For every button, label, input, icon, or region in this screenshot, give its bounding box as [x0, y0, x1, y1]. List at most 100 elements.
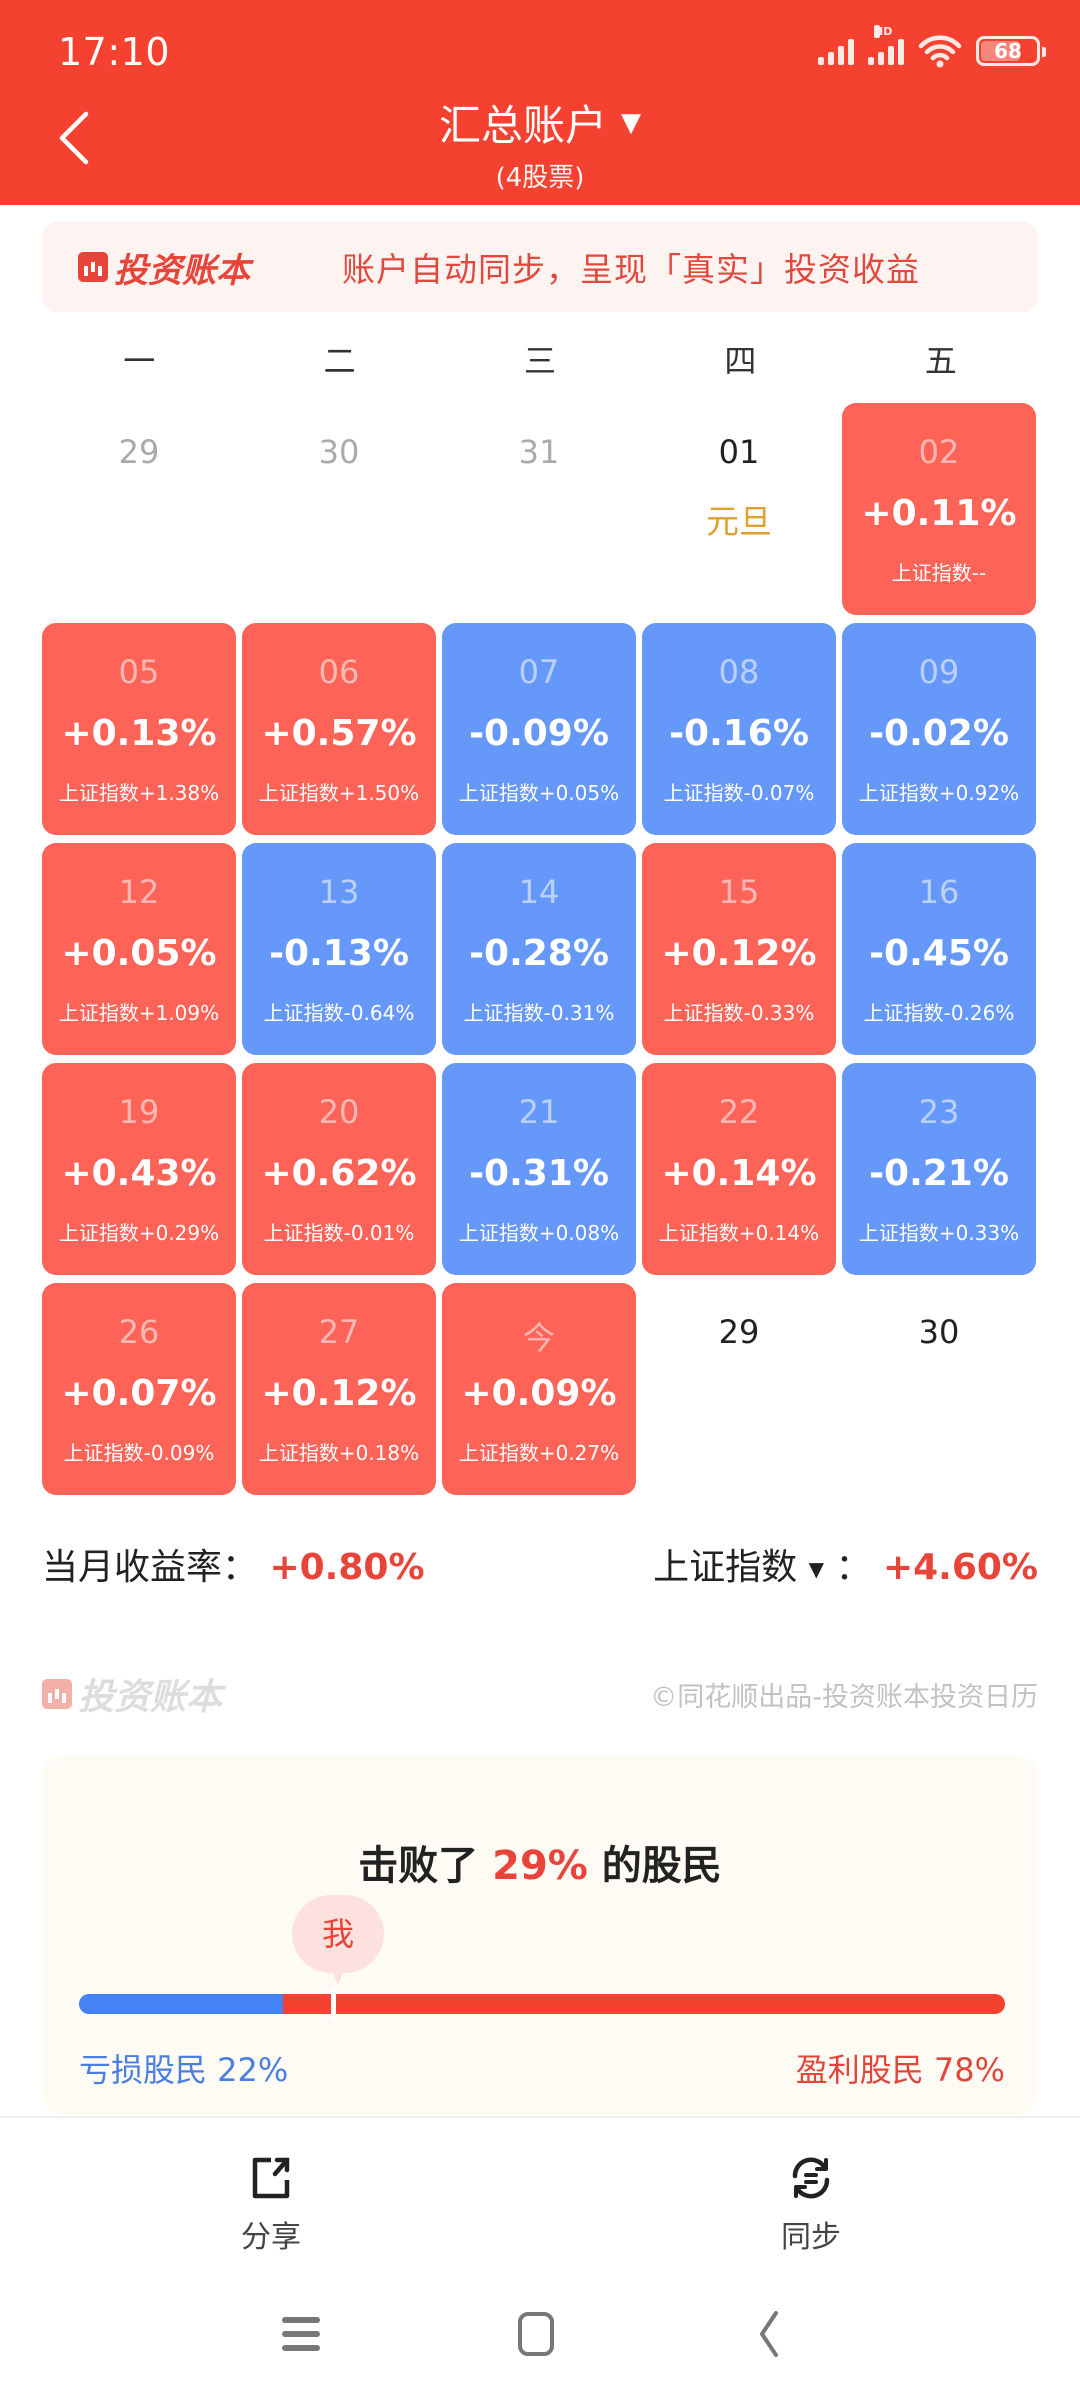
- calendar-day-cell[interactable]: 20 +0.62% 上证指数-0.01%: [242, 1063, 436, 1275]
- signal-hd-icon: HD: [868, 25, 904, 65]
- calendar-day-cell[interactable]: 12 +0.05% 上证指数+1.09%: [42, 843, 236, 1055]
- daily-return: -0.31%: [469, 1153, 609, 1194]
- index-selector-label: 上证指数: [653, 1547, 798, 1588]
- monthly-return-value: +0.80%: [269, 1547, 425, 1588]
- day-number: 30: [918, 1313, 960, 1351]
- calendar-day-cell: 31: [442, 403, 636, 615]
- daily-return: +0.09%: [461, 1373, 617, 1414]
- index-colon: ：: [835, 1547, 872, 1588]
- day-number: 20: [318, 1093, 360, 1131]
- day-number: 06: [318, 653, 360, 691]
- daily-return: +0.11%: [861, 493, 1017, 534]
- share-button[interactable]: 分享: [211, 2154, 331, 2256]
- calendar-day-cell[interactable]: 27 +0.12% 上证指数+0.18%: [242, 1283, 436, 1495]
- day-number: 31: [518, 433, 560, 471]
- calendar-day-cell[interactable]: 15 +0.12% 上证指数-0.33%: [642, 843, 836, 1055]
- calendar-day-cell[interactable]: 16 -0.45% 上证指数-0.26%: [842, 843, 1036, 1055]
- day-number: 09: [918, 653, 960, 691]
- day-number: 19: [118, 1093, 160, 1131]
- day-number: 21: [518, 1093, 560, 1131]
- index-change: 上证指数+1.38%: [58, 781, 220, 805]
- index-return: 上证指数 ▼ ： +4.60%: [653, 1538, 1038, 1590]
- calendar-day-cell[interactable]: 23 -0.21% 上证指数+0.33%: [842, 1063, 1036, 1275]
- daily-return: +0.57%: [261, 713, 417, 754]
- promo-banner[interactable]: 投资账本 账户自动同步，呈现「真实」投资收益: [42, 222, 1038, 312]
- calendar-day-cell[interactable]: 19 +0.43% 上证指数+0.29%: [42, 1063, 236, 1275]
- chevron-left-icon: [59, 111, 89, 165]
- day-number: 22: [718, 1093, 760, 1131]
- calendar-day-cell[interactable]: 今 +0.09% 上证指数+0.27%: [442, 1283, 636, 1495]
- calendar-day-cell[interactable]: 06 +0.57% 上证指数+1.50%: [242, 623, 436, 835]
- calendar-day-cell[interactable]: 05 +0.13% 上证指数+1.38%: [42, 623, 236, 835]
- daily-return: +0.12%: [261, 1373, 417, 1414]
- profit-calendar: 29 30 31 01 元旦 02 +0.11% 上证指数-- 05 +0.13% 上证指数+1.3…: [42, 403, 1038, 1495]
- calendar-day-cell[interactable]: 21 -0.31% 上证指数+0.08%: [442, 1063, 636, 1275]
- back-button[interactable]: [52, 108, 96, 168]
- back-triangle-icon: [760, 2311, 778, 2357]
- month-summary: 当月收益率： +0.80% 上证指数 ▼ ： +4.60%: [42, 1538, 1038, 1590]
- signal-icon: [818, 37, 854, 65]
- system-back-button[interactable]: [740, 2309, 800, 2359]
- calendar-day-cell[interactable]: 02 +0.11% 上证指数--: [842, 403, 1036, 615]
- calendar-day-cell[interactable]: 07 -0.09% 上证指数+0.05%: [442, 623, 636, 835]
- ledger-logo-icon: [78, 252, 108, 282]
- calendar-day-cell[interactable]: 13 -0.13% 上证指数-0.64%: [242, 843, 436, 1055]
- home-button[interactable]: [506, 2309, 566, 2359]
- index-change: 上证指数-0.33%: [663, 1001, 815, 1025]
- calendar-day-cell[interactable]: 08 -0.16% 上证指数-0.07%: [642, 623, 836, 835]
- daily-return: +0.07%: [61, 1373, 217, 1414]
- index-change: 上证指数+0.18%: [258, 1441, 420, 1465]
- calendar-day-cell[interactable]: 26 +0.07% 上证指数-0.09%: [42, 1283, 236, 1495]
- brand-logo: 投资账本: [78, 243, 250, 292]
- daily-return: -0.28%: [469, 933, 609, 974]
- account-selector[interactable]: 汇总账户 ▼: [439, 92, 641, 153]
- calendar-day-cell[interactable]: 22 +0.14% 上证指数+0.14%: [642, 1063, 836, 1275]
- weekday-label: 五: [924, 342, 957, 380]
- day-number: 26: [118, 1313, 160, 1351]
- day-number: 01: [718, 433, 760, 471]
- index-change: 上证指数+1.50%: [258, 781, 420, 805]
- daily-return: +0.43%: [61, 1153, 217, 1194]
- system-nav-bar: [0, 2271, 1080, 2400]
- share-icon: [252, 2157, 290, 2199]
- ranking-prefix: 击败了: [358, 1843, 493, 1889]
- index-change: 上证指数+0.92%: [858, 781, 1020, 805]
- calendar-day-cell: 30: [242, 403, 436, 615]
- index-selector[interactable]: 上证指数 ▼: [653, 1547, 835, 1588]
- index-change: 上证指数+0.08%: [458, 1221, 620, 1245]
- index-change: 上证指数-0.64%: [263, 1001, 415, 1025]
- daily-return: -0.09%: [469, 713, 609, 754]
- holiday-label: 元旦: [706, 502, 772, 541]
- calendar-day-cell[interactable]: 14 -0.28% 上证指数-0.31%: [442, 843, 636, 1055]
- index-change: 上证指数-0.09%: [63, 1441, 215, 1465]
- monthly-return-label: 当月收益率：: [42, 1547, 259, 1588]
- index-change: 上证指数+0.14%: [658, 1221, 820, 1245]
- recent-apps-button[interactable]: [272, 2309, 332, 2359]
- caret-down-icon: ▼: [621, 107, 641, 138]
- bottom-action-bar: 分享 同步: [0, 2116, 1080, 2271]
- home-square-icon: [518, 2312, 554, 2356]
- footer-brand-name: 投资账本: [78, 1677, 223, 1718]
- brand-footer: 投资账本 ©同花顺出品-投资账本投资日历: [42, 1668, 1038, 1720]
- daily-return: -0.02%: [869, 713, 1009, 754]
- sync-label: 同步: [781, 2220, 841, 2255]
- calendar-day-cell: 29: [642, 1283, 836, 1495]
- index-change: 上证指数+0.33%: [858, 1221, 1020, 1245]
- ranking-percent: 29%: [492, 1843, 588, 1889]
- index-change: 上证指数+1.09%: [58, 1001, 220, 1025]
- calendar-day-cell[interactable]: 09 -0.02% 上证指数+0.92%: [842, 623, 1036, 835]
- ranking-title: 击败了 29% 的股民: [42, 1833, 1038, 1891]
- day-number: 23: [918, 1093, 960, 1131]
- loss-segment: [79, 1994, 283, 2014]
- index-return-value: +4.60%: [882, 1547, 1038, 1588]
- wifi-icon: [918, 35, 962, 68]
- page-subtitle: (4股票): [495, 163, 585, 193]
- sync-button[interactable]: 同步: [751, 2154, 871, 2256]
- daily-return: +0.12%: [661, 933, 817, 974]
- weekday-label: 一: [123, 342, 156, 380]
- weekday-label: 三: [524, 342, 557, 380]
- day-number: 29: [118, 433, 160, 471]
- day-number: 08: [718, 653, 760, 691]
- profit-segment: [282, 1994, 1005, 2014]
- day-number: 今: [522, 1319, 555, 1357]
